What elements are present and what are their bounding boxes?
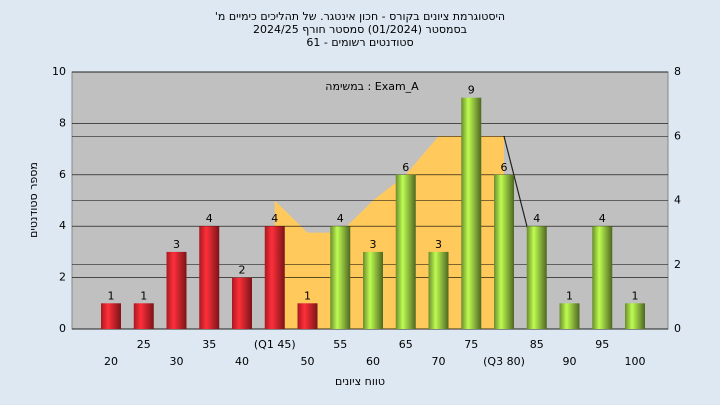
data-label: 4 xyxy=(337,212,344,225)
y2-tick-label: 0 xyxy=(674,322,681,335)
x-tick-label: 40 xyxy=(235,355,249,368)
x-tick-label: 65 xyxy=(399,338,413,351)
y2-tick-label: 4 xyxy=(674,194,681,207)
annotation: במשימה : Exam_A xyxy=(325,80,419,93)
bar xyxy=(199,226,220,329)
data-label: 1 xyxy=(632,289,639,302)
data-label: 1 xyxy=(140,289,147,302)
x-tick-label: 30 xyxy=(170,355,184,368)
y-tick-label: 2 xyxy=(59,271,66,284)
x-tick-label: 60 xyxy=(366,355,380,368)
data-label: 3 xyxy=(370,238,377,251)
chart-subtitle: בסמסטר (01/2024) סמסטר חורף 2024/25 xyxy=(253,23,467,36)
data-label: 3 xyxy=(173,238,180,251)
bar xyxy=(330,226,351,329)
bar xyxy=(264,226,285,329)
x-tick-label: 100 xyxy=(625,355,646,368)
x-tick-label: (Q3 80) xyxy=(483,355,525,368)
x-tick-label: 55 xyxy=(333,338,347,351)
y-tick-label: 4 xyxy=(59,219,66,232)
x-tick-label: 35 xyxy=(202,338,216,351)
data-label: 1 xyxy=(108,289,115,302)
bar xyxy=(166,251,187,329)
bar xyxy=(461,97,482,329)
x-axis-label: טווח ציונים xyxy=(335,375,385,388)
data-label: 6 xyxy=(402,161,409,174)
x-tick-label: 75 xyxy=(464,338,478,351)
bar xyxy=(559,303,580,329)
y-tick-label: 10 xyxy=(52,65,66,78)
y-tick-label: 8 xyxy=(59,116,66,129)
chart-subtitle: סטודנטים רשומים - 61 xyxy=(306,36,413,49)
y-tick-label: 6 xyxy=(59,168,66,181)
x-tick-label: 20 xyxy=(104,355,118,368)
data-label: 2 xyxy=(239,264,246,277)
y-axis-label: מספר סטודנטים xyxy=(27,162,40,238)
x-tick-label: 70 xyxy=(432,355,446,368)
bar xyxy=(395,174,416,329)
x-tick-label: 50 xyxy=(301,355,315,368)
chart-title: היסטוגרמת ציונים בקורס - חכון אינטגר. של… xyxy=(215,10,505,23)
bar xyxy=(428,251,449,329)
data-label: 4 xyxy=(533,212,540,225)
x-tick-label: 85 xyxy=(530,338,544,351)
data-label: 6 xyxy=(501,161,508,174)
x-tick-label: (Q1 45) xyxy=(254,338,296,351)
data-label: 4 xyxy=(206,212,213,225)
bar xyxy=(625,303,645,329)
data-label: 1 xyxy=(304,289,311,302)
bar xyxy=(232,277,252,329)
data-label: 9 xyxy=(468,84,475,97)
bar xyxy=(363,251,383,329)
bar xyxy=(526,226,547,329)
bar xyxy=(133,303,154,329)
bar xyxy=(494,174,514,329)
data-label: 4 xyxy=(599,212,606,225)
y2-tick-label: 8 xyxy=(674,65,681,78)
data-label: 1 xyxy=(566,289,573,302)
x-tick-label: 95 xyxy=(595,338,609,351)
x-tick-label: 25 xyxy=(137,338,151,351)
data-label: 3 xyxy=(435,238,442,251)
y2-tick-label: 2 xyxy=(674,258,681,271)
bar xyxy=(101,303,121,329)
bar xyxy=(592,226,613,329)
y2-tick-label: 6 xyxy=(674,129,681,142)
data-label: 4 xyxy=(271,212,278,225)
x-tick-label: 90 xyxy=(563,355,577,368)
y-tick-label: 0 xyxy=(59,322,66,335)
bar xyxy=(297,303,318,329)
